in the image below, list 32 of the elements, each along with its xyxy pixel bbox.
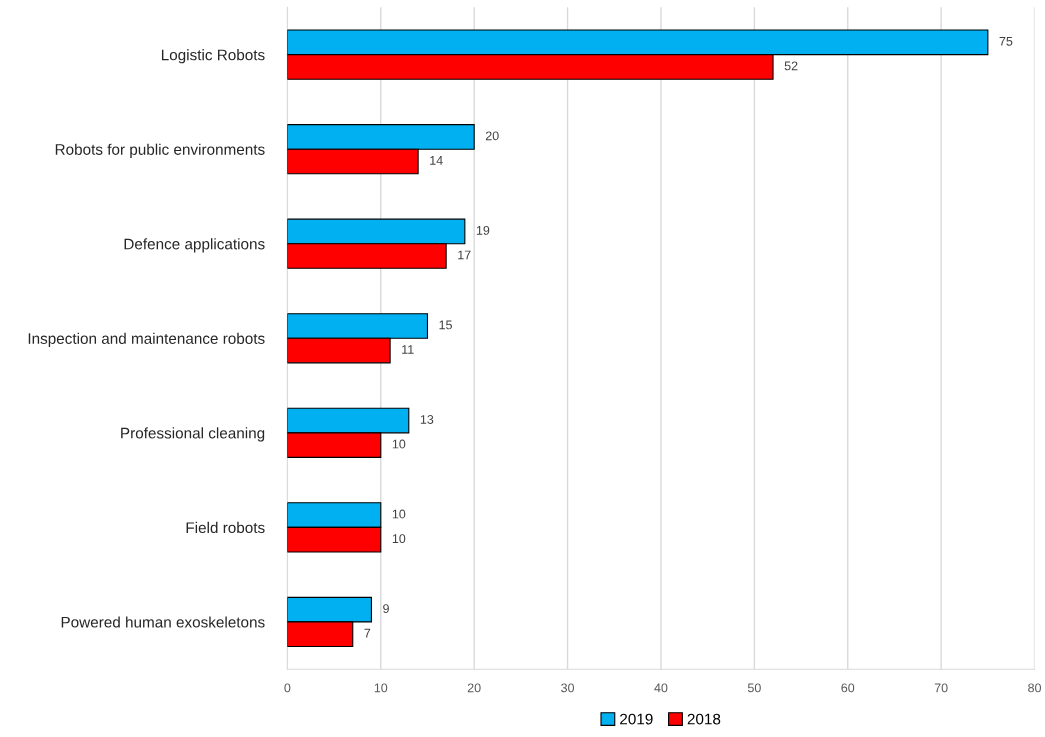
- data-label: 15: [439, 320, 452, 330]
- data-label: 75: [999, 36, 1013, 46]
- data-label: 52: [784, 61, 798, 71]
- y-tick-label: Logistic Robots: [161, 49, 265, 64]
- x-tick-label: 60: [841, 683, 855, 693]
- data-label: 10: [392, 439, 406, 449]
- x-tick-label: 0: [284, 683, 291, 693]
- data-label: 19: [476, 225, 490, 235]
- x-tick-label: 50: [747, 683, 761, 693]
- data-label: 10: [392, 509, 406, 519]
- y-tick-label: Defence applications: [124, 238, 265, 253]
- data-label: 7: [364, 628, 371, 638]
- data-label: 17: [458, 250, 471, 260]
- x-tick-label: 20: [467, 683, 481, 693]
- data-label: 13: [420, 415, 434, 424]
- data-label: 9: [383, 604, 389, 613]
- data-label: 14: [430, 156, 443, 165]
- legend-label: 2018: [687, 713, 721, 725]
- x-tick-label: 10: [374, 683, 388, 693]
- legend-label: 2019: [620, 713, 653, 725]
- y-tick-label: Field robots: [186, 521, 265, 534]
- x-tick-label: 80: [1028, 683, 1042, 693]
- y-tick-label: Inspection and maintenance robots: [28, 332, 265, 347]
- x-tick-label: 40: [654, 683, 668, 693]
- data-label: 10: [392, 534, 406, 544]
- y-tick-label: Professional cleaning: [121, 427, 265, 442]
- x-tick-label: 70: [934, 683, 948, 693]
- data-label: 20: [485, 131, 499, 141]
- y-tick-label: Powered human exoskeletons: [61, 616, 265, 628]
- data-label: 11: [402, 345, 414, 354]
- y-tick-label: Robots for public environments: [55, 143, 265, 158]
- x-tick-label: 30: [561, 683, 575, 693]
